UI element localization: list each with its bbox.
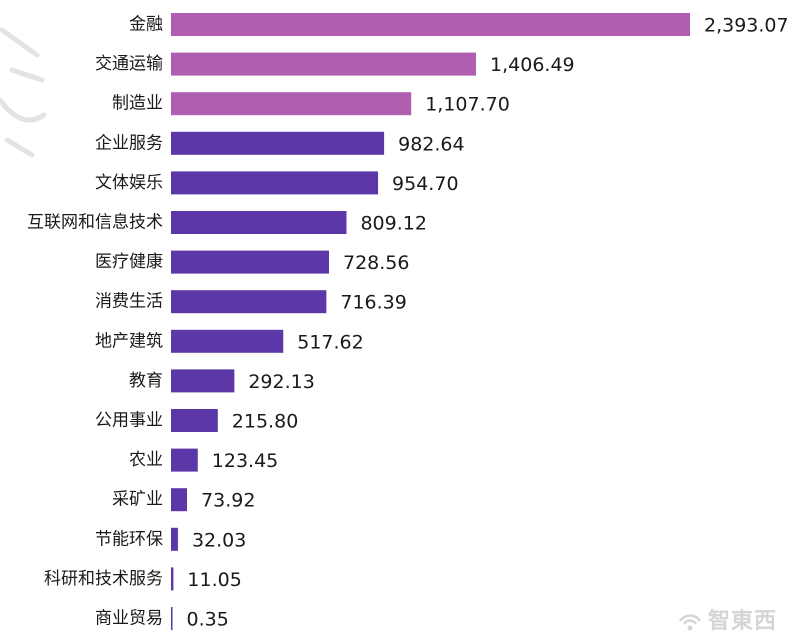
category-label: 互联网和信息技术 bbox=[27, 213, 163, 233]
value-label: 809.12 bbox=[360, 213, 426, 235]
category-label: 金融 bbox=[129, 15, 163, 35]
bar bbox=[171, 409, 218, 432]
bar bbox=[171, 13, 690, 36]
brand-logo: 智東西 bbox=[676, 604, 788, 634]
value-label: 292.13 bbox=[248, 371, 314, 393]
category-label: 消费生活 bbox=[95, 292, 163, 312]
bar bbox=[171, 211, 347, 234]
bar bbox=[171, 567, 174, 591]
value-label: 215.80 bbox=[232, 411, 298, 433]
value-label: 954.70 bbox=[392, 173, 458, 195]
bars-group bbox=[171, 13, 690, 630]
category-label: 商业贸易 bbox=[95, 609, 163, 629]
bar bbox=[171, 250, 330, 274]
value-label: 73.92 bbox=[201, 490, 255, 512]
category-label: 教育 bbox=[129, 371, 163, 391]
bar bbox=[171, 92, 412, 116]
category-label: 医疗健康 bbox=[95, 252, 163, 272]
value-label: 517.62 bbox=[297, 331, 363, 353]
category-label: 科研和技术服务 bbox=[44, 569, 163, 589]
category-label: 农业 bbox=[129, 450, 163, 470]
bar bbox=[171, 290, 327, 314]
bar bbox=[171, 488, 188, 512]
bar bbox=[171, 329, 284, 353]
category-label: 节能环保 bbox=[95, 529, 163, 549]
value-label: 2,393.07 bbox=[704, 15, 789, 37]
bar bbox=[171, 369, 235, 393]
category-label: 制造业 bbox=[112, 94, 163, 114]
bar bbox=[171, 52, 477, 76]
brand-logo-text: 智東西 bbox=[708, 609, 778, 634]
category-label: 文体娱乐 bbox=[95, 173, 163, 193]
value-label: 982.64 bbox=[398, 133, 464, 155]
category-label: 公用事业 bbox=[95, 411, 163, 431]
bar bbox=[171, 171, 379, 195]
category-label: 交通运输 bbox=[95, 54, 163, 74]
value-label: 1,107.70 bbox=[425, 94, 510, 116]
value-label: 716.39 bbox=[340, 292, 406, 314]
value-label: 0.35 bbox=[187, 609, 229, 631]
value-label: 1,406.49 bbox=[490, 54, 575, 76]
bar bbox=[171, 607, 173, 630]
value-label: 32.03 bbox=[192, 529, 246, 551]
bar bbox=[171, 527, 178, 551]
category-label: 采矿业 bbox=[112, 490, 163, 510]
value-label: 728.56 bbox=[343, 252, 409, 274]
category-label: 企业服务 bbox=[95, 133, 163, 153]
value-label: 123.45 bbox=[212, 450, 278, 472]
bar bbox=[171, 448, 198, 472]
wifi-logo-icon bbox=[678, 614, 702, 631]
value-label: 11.05 bbox=[187, 569, 241, 591]
labels-group: 金融 2,393.07 交通运输 1,406.49 制造业 1,107.70 企业服务 982… bbox=[27, 15, 789, 631]
category-label: 地产建筑 bbox=[95, 331, 163, 351]
bar bbox=[171, 131, 385, 155]
